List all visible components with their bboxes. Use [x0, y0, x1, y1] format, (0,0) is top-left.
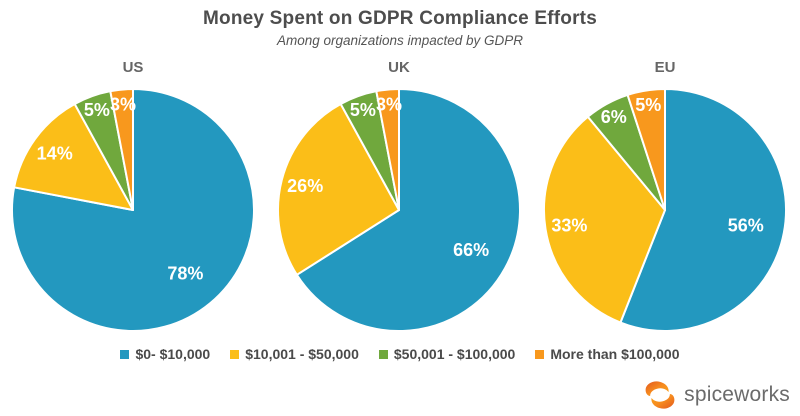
pie-slice-label: 6% — [601, 107, 627, 127]
pie-slice — [295, 88, 521, 332]
pie-slice-label: 33% — [551, 215, 587, 235]
legend-swatch-orange — [535, 349, 545, 359]
legend-item-1: $10,001 - $50,000 — [230, 346, 359, 362]
legend-label-1: $10,001 - $50,000 — [245, 346, 359, 362]
legend-label-3: More than $100,000 — [550, 346, 680, 362]
pie-charts-row: US 78% 14% 5% 3% UK 66% 26% 5% 3% EU 56% 33% 6% 5… — [0, 58, 800, 336]
legend: $0- $10,000 $10,001 - $50,000 $50,001 - … — [0, 346, 800, 362]
pie-title-uk: UK — [388, 59, 410, 76]
pie-title-us: US — [122, 59, 144, 76]
pie-slice-label: 78% — [167, 264, 203, 284]
pie-slice-label: 5% — [84, 100, 110, 120]
pie-slice — [626, 88, 666, 211]
pie-chart-uk: UK 66% 26% 5% 3% — [266, 58, 532, 336]
pie-title-eu: EU — [654, 59, 676, 76]
pie-slice — [13, 102, 134, 211]
pie-slice-label: 3% — [376, 94, 402, 114]
legend-swatch-green — [378, 349, 388, 359]
spiceworks-pepper-icon — [645, 381, 675, 409]
pie-uk: 66% 26% 5% 3% — [277, 87, 521, 332]
chart-subtitle: Among organizations impacted by GDPR — [276, 33, 524, 48]
pie-slice — [109, 87, 134, 211]
pie-chart-eu: EU 56% 33% 6% 5% — [532, 58, 798, 336]
legend-swatch-blue — [120, 349, 130, 359]
pie-slice-label: 26% — [287, 176, 323, 196]
pie-slice-label: 3% — [110, 94, 136, 114]
pie-slice — [277, 102, 400, 276]
legend-label-2: $50,001 - $100,000 — [393, 346, 516, 362]
legend-item-3: More than $100,000 — [535, 346, 680, 362]
pie-slice-label: 66% — [453, 240, 489, 260]
legend-item-0: $0- $10,000 — [120, 346, 210, 362]
spiceworks-logo: spiceworks — [641, 379, 790, 411]
pie-slice — [619, 88, 788, 332]
pie-chart-us: US 78% 14% 5% 3% — [0, 58, 266, 336]
pie-eu: 56% 33% 6% 5% — [543, 88, 788, 332]
legend-swatch-yellow — [230, 349, 240, 359]
legend-item-2: $50,001 - $100,000 — [378, 346, 516, 362]
pie-slice-label: 5% — [350, 100, 376, 120]
pie-slice-label: 56% — [728, 216, 764, 236]
chart-title: Money Spent on GDPR Compliance Efforts — [203, 8, 597, 29]
pie-slice-label: 14% — [37, 143, 73, 163]
pie-slice — [543, 115, 666, 324]
legend-label-0: $0- $10,000 — [135, 346, 211, 362]
spiceworks-wordmark: spiceworks — [684, 383, 790, 406]
pie-slice-label: 5% — [635, 95, 661, 115]
pie-us: 78% 14% 5% 3% — [11, 87, 255, 332]
pie-slice — [375, 87, 400, 211]
